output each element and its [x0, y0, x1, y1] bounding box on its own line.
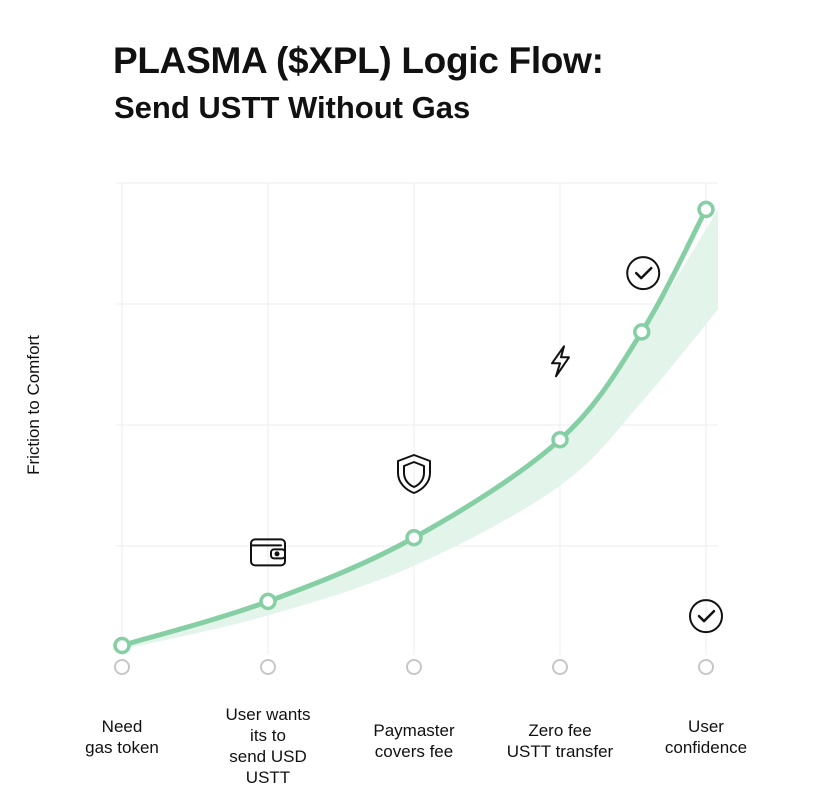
x-tick-label: Need gas token — [85, 716, 159, 758]
gridlines — [116, 182, 718, 655]
confidence-band — [122, 209, 718, 650]
x-tick-label-line: Need — [101, 717, 143, 736]
x-tick-label-line: gas token — [85, 738, 159, 757]
x-axis-tick-marker — [260, 659, 276, 675]
check-circle-icon — [626, 256, 661, 291]
x-axis-markers — [114, 659, 714, 675]
x-tick-label-line: User wants — [225, 705, 311, 724]
data-markers — [113, 200, 715, 655]
x-tick-label-line: USTT — [245, 768, 291, 787]
x-axis-tick-marker — [114, 659, 130, 675]
chart-title: PLASMA ($XPL) Logic Flow: — [113, 40, 604, 81]
x-tick-label-line: USTT transfer — [506, 742, 614, 761]
annotation-icons — [250, 256, 723, 634]
x-axis-tick-marker — [698, 659, 714, 675]
x-tick-label-line: Zero fee — [528, 721, 592, 740]
x-tick-label: Zero fee USTT transfer — [507, 720, 613, 762]
x-tick-label-line: send USD — [229, 747, 307, 766]
data-point — [697, 200, 715, 219]
x-tick-label: Paymaster covers fee — [373, 720, 454, 762]
shield-icon — [397, 454, 431, 494]
check-circle-icon — [689, 599, 723, 634]
x-tick-label-line: User — [688, 717, 724, 736]
data-point — [113, 636, 131, 655]
lightning-icon — [551, 345, 570, 378]
data-point — [551, 430, 569, 449]
data-point — [405, 528, 423, 547]
x-tick-label-line: Paymaster — [373, 721, 455, 740]
x-axis-tick-marker — [552, 659, 568, 675]
x-tick-label: User confidence — [665, 716, 747, 758]
x-tick-label: User wants its to send USD USTT — [225, 704, 310, 788]
x-tick-label-line: confidence — [664, 738, 748, 757]
x-tick-label-line: its to — [250, 726, 286, 745]
data-point — [259, 592, 277, 611]
x-tick-label-line: covers fee — [374, 742, 454, 761]
data-point — [633, 323, 651, 341]
wallet-icon — [250, 538, 286, 567]
chart-subtitle: Send USTT Without Gas — [114, 90, 471, 125]
x-axis-tick-marker — [406, 659, 422, 675]
